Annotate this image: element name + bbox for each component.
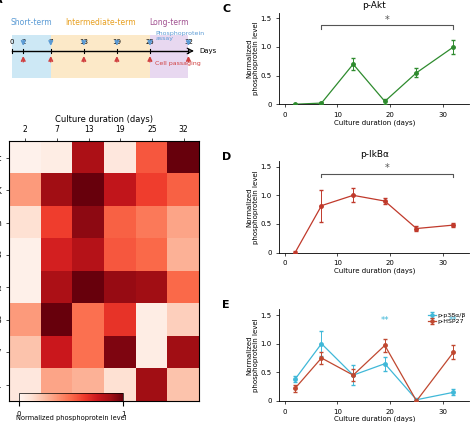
Text: 2: 2 [21,39,26,45]
Text: Intermediate-term: Intermediate-term [65,18,136,27]
Y-axis label: Normalized
phosphoprotein level: Normalized phosphoprotein level [246,170,259,243]
Text: Normalized phosphoprotein level: Normalized phosphoprotein level [16,414,127,421]
Text: Cell passaging: Cell passaging [155,61,201,65]
Text: Long-term: Long-term [149,18,189,27]
Text: *: * [385,15,390,24]
Y-axis label: Normalized
phosphoprotein level: Normalized phosphoprotein level [246,22,259,95]
Legend: p-p38α/β, p-HSP27: p-p38α/β, p-HSP27 [428,312,466,325]
Text: **: ** [381,316,389,325]
Text: 25: 25 [146,39,154,45]
Text: 7: 7 [48,39,53,45]
X-axis label: Culture duration (days): Culture duration (days) [334,416,415,422]
FancyBboxPatch shape [12,35,51,78]
Text: 0: 0 [10,39,15,45]
Text: 32: 32 [184,39,193,45]
Text: C: C [222,3,230,14]
Text: Phosphoprotein
assay: Phosphoprotein assay [155,31,205,41]
Text: Days: Days [200,48,217,54]
X-axis label: Culture duration (days): Culture duration (days) [334,119,415,126]
Text: **: ** [449,316,458,325]
Title: Culture duration (days): Culture duration (days) [55,115,154,124]
Text: A: A [0,0,3,5]
Text: E: E [222,300,230,310]
Text: Short-term: Short-term [11,18,52,27]
Text: 13: 13 [79,39,88,45]
FancyBboxPatch shape [51,35,150,78]
X-axis label: Culture duration (days): Culture duration (days) [334,268,415,274]
Title: p-IkBα: p-IkBα [360,150,389,159]
Text: 19: 19 [112,39,121,45]
Text: D: D [222,152,231,162]
Title: p-Akt: p-Akt [363,2,386,11]
Text: *: * [385,163,390,173]
FancyBboxPatch shape [150,35,189,78]
Y-axis label: Normalized
phosphoprotein level: Normalized phosphoprotein level [246,318,259,392]
